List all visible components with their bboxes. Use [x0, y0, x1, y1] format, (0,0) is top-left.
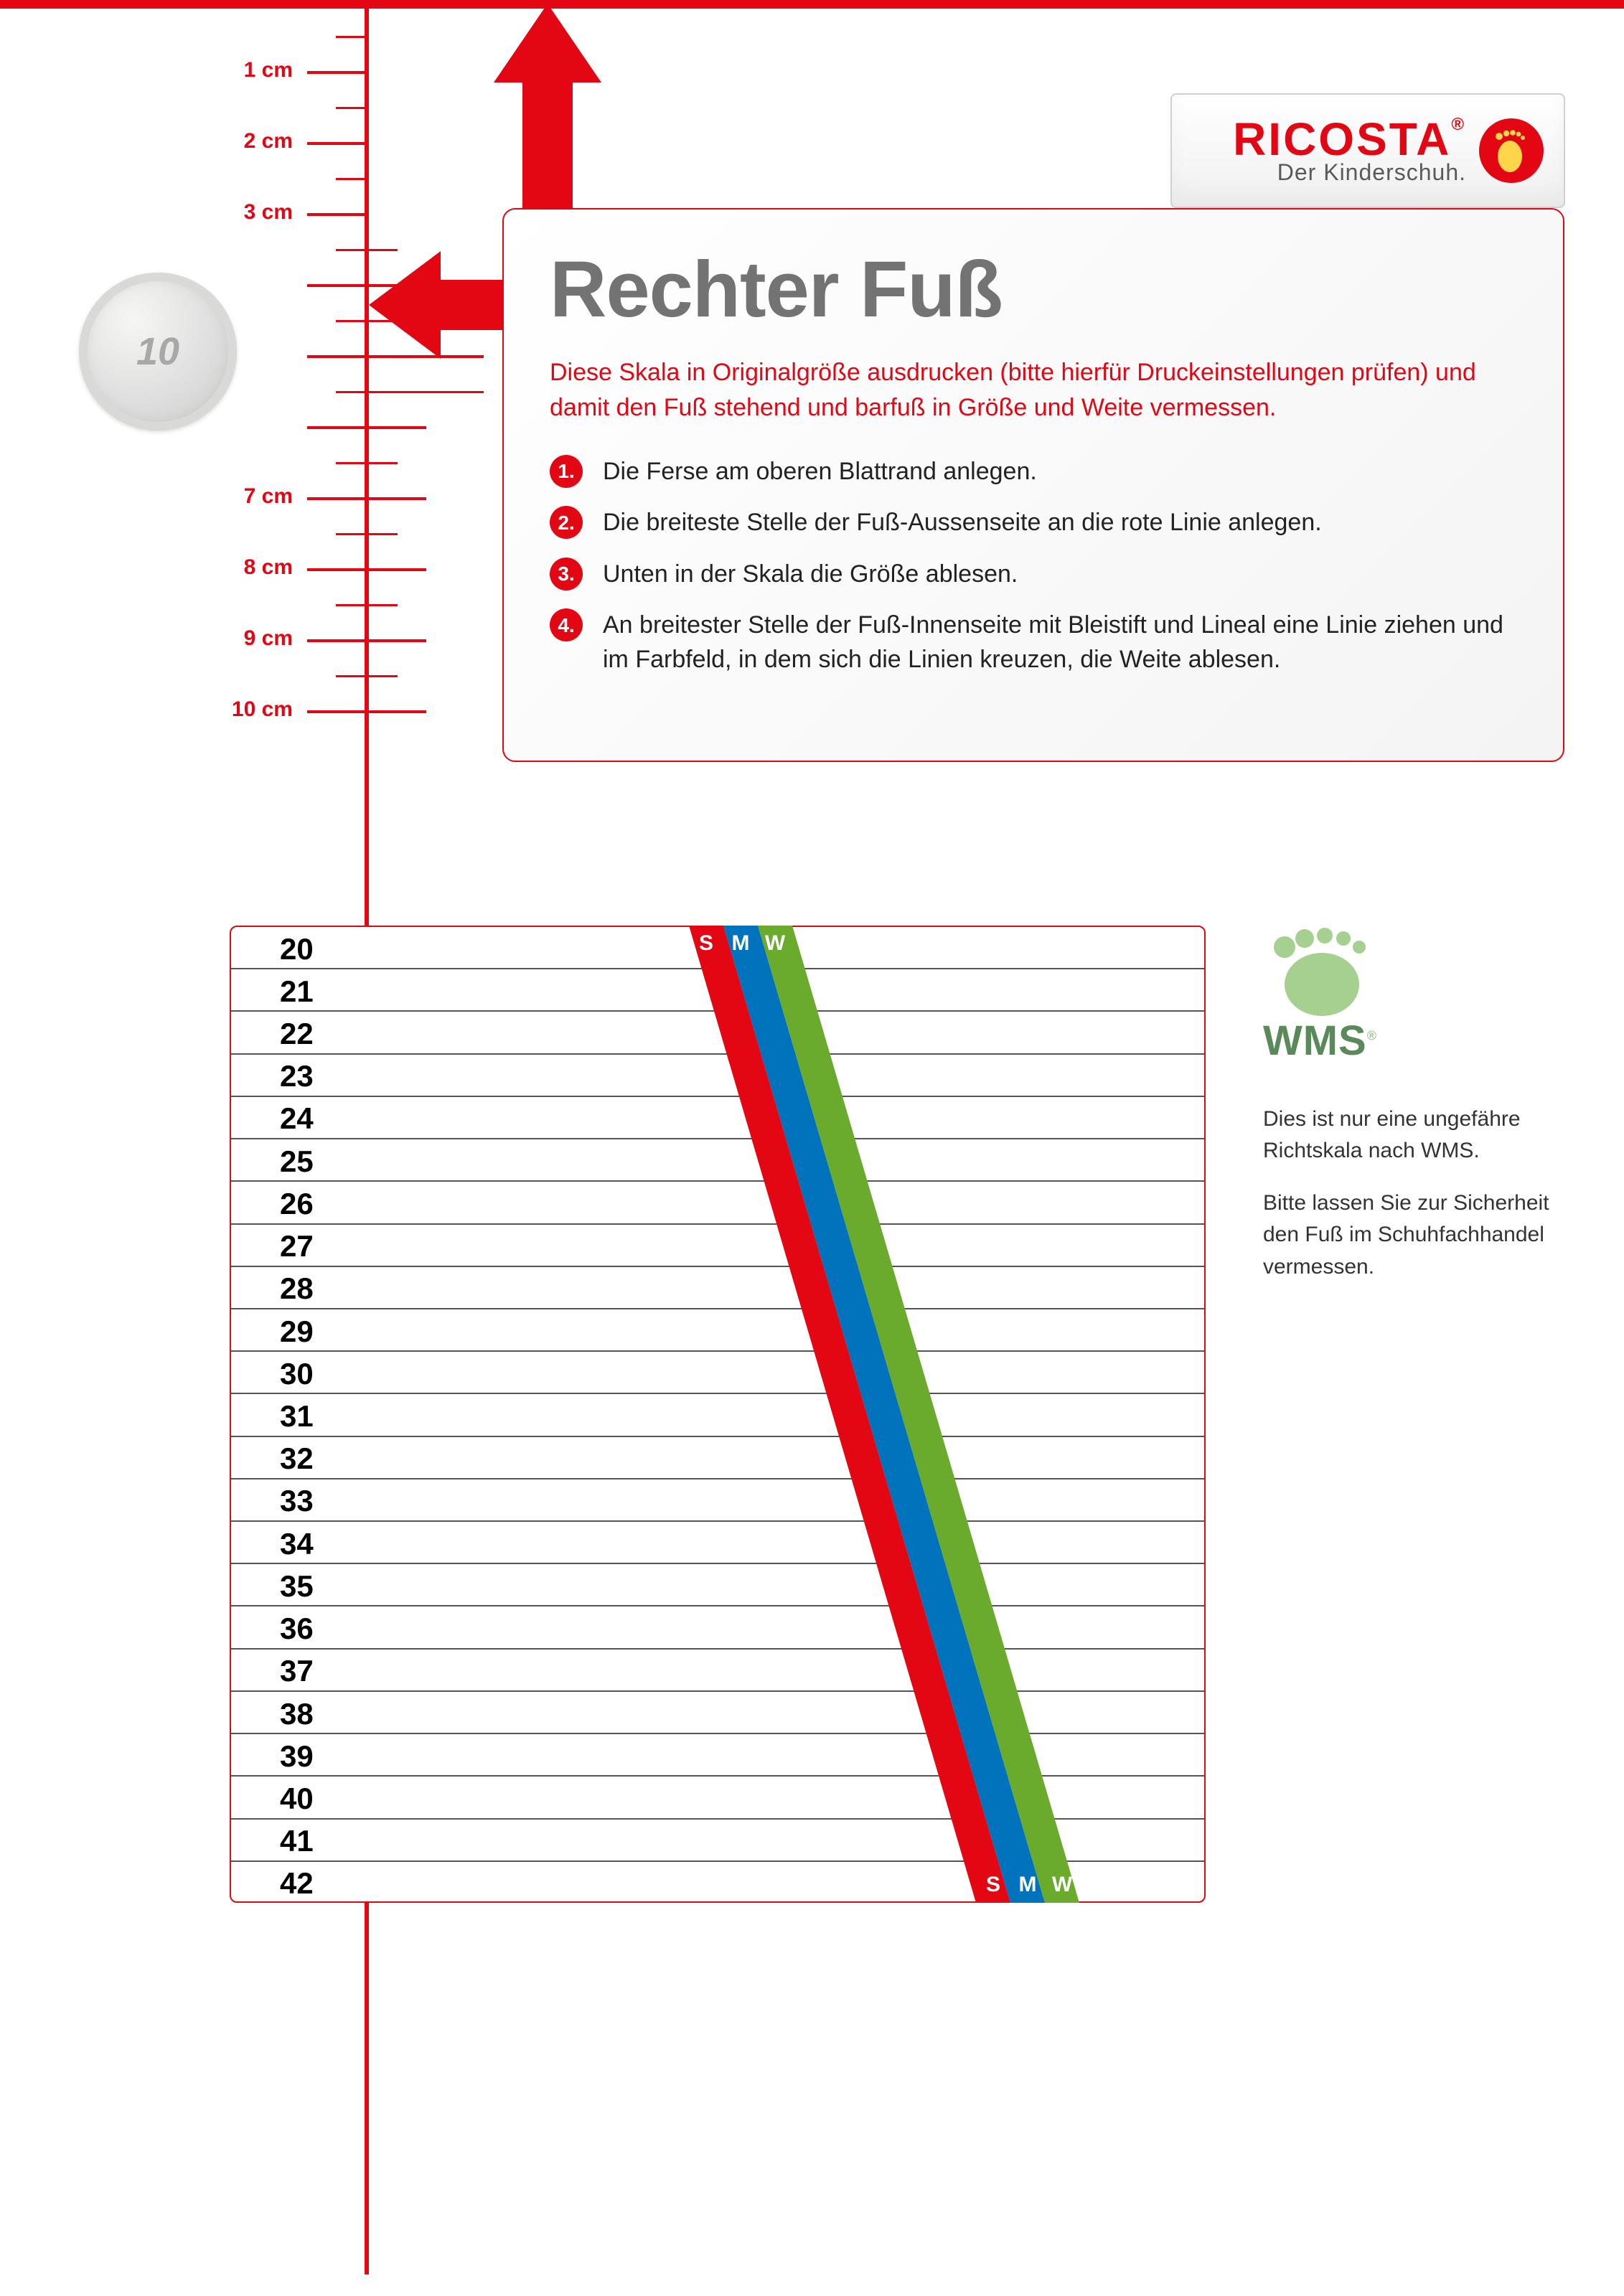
brand-name-text: RICOSTA: [1233, 113, 1451, 165]
instruction-steps: 1. Die Ferse am oberen Blattrand anlegen.…: [550, 455, 1517, 677]
ruler-label: 2 cm: [214, 129, 293, 154]
step-text: Unten in der Skala die Größe ablesen.: [603, 557, 1517, 592]
page-title: Rechter Fuß: [550, 244, 1517, 335]
step-text: Die breiteste Stelle der Fuß-Aussenseite…: [603, 506, 1517, 540]
ruler-tick: [336, 178, 365, 181]
ruler-tick: [307, 497, 365, 500]
ruler-tick: [369, 284, 426, 287]
instruction-card: Rechter Fuß Diese Skala in Originalgröße…: [502, 208, 1564, 762]
ruler-label: 3 cm: [214, 200, 293, 225]
ruler-tick: [336, 249, 365, 252]
ruler-tick: [307, 426, 365, 429]
step-number-badge: 3.: [550, 557, 583, 591]
ruler-label: 10 cm: [214, 697, 293, 722]
ruler-label: 9 cm: [214, 626, 293, 651]
instruction-step: 1. Die Ferse am oberen Blattrand anlegen.: [550, 455, 1517, 489]
ruler-tick: [336, 391, 365, 394]
ruler-tick: [307, 213, 365, 216]
ruler-label: 8 cm: [214, 555, 293, 580]
instruction-step: 4. An breitester Stelle der Fuß-Innenseit…: [550, 608, 1517, 677]
ruler-tick: [336, 675, 365, 678]
wms-label: WMS®: [1263, 1017, 1564, 1065]
top-red-bar: [0, 0, 1624, 9]
step-number-badge: 1.: [550, 455, 583, 488]
ruler-tick: [307, 71, 365, 74]
brand-box: RICOSTA® Der Kinderschuh.: [1170, 93, 1565, 208]
ruler-tick: [336, 604, 365, 607]
ruler-tick: [369, 355, 484, 358]
ruler-tick: [369, 462, 398, 465]
step-number-badge: 2.: [550, 506, 583, 539]
band-label-top: M: [723, 931, 758, 956]
band-label-top: S: [689, 931, 723, 956]
step-number-badge: 4.: [550, 608, 583, 641]
step-text: Die Ferse am oberen Blattrand anlegen.: [603, 455, 1517, 489]
ruler-tick: [369, 426, 426, 429]
intro-text: Diese Skala in Originalgröße ausdrucken …: [550, 355, 1517, 426]
wms-disclaimer-1: Dies ist nur eine ungefähre Richtskala n…: [1263, 1104, 1564, 1167]
arrow-left-icon: [369, 251, 520, 359]
width-bands: [230, 926, 1206, 1903]
ruler-tick: [336, 107, 365, 110]
size-chart: 2021222324252627282930313233343536373839…: [230, 926, 1206, 1903]
ruler-tick: [369, 320, 484, 323]
ruler-tick: [336, 462, 365, 465]
instruction-step: 3. Unten in der Skala die Größe ablesen.: [550, 557, 1517, 592]
band-label-bottom: W: [1045, 1873, 1079, 1897]
ruler-label: 1 cm: [214, 58, 293, 83]
coin-scale-reference: 10: [79, 273, 237, 430]
ruler-tick: [307, 639, 365, 642]
ruler-tick: [369, 710, 426, 713]
arrow-up-icon: [494, 4, 601, 226]
ruler-tick: [369, 249, 398, 252]
ruler-tick: [307, 284, 365, 287]
ruler-tick: [336, 533, 365, 536]
brand-registered: ®: [1451, 115, 1466, 134]
brand-name: RICOSTA®: [1192, 116, 1466, 162]
wms-sidebar: WMS® Dies ist nur eine ungefähre Richtsk…: [1263, 926, 1564, 1283]
band-label-bottom: M: [1010, 1873, 1045, 1897]
wms-disclaimer-2: Bitte lassen Sie zur Sicherheit den Fuß …: [1263, 1187, 1564, 1283]
ruler-tick: [336, 36, 365, 39]
ruler-tick: [369, 533, 398, 536]
ruler-tick: [369, 604, 398, 607]
ruler-tick: [369, 497, 426, 500]
band-label-bottom: S: [976, 1873, 1010, 1897]
ruler-tick: [369, 639, 426, 642]
band-label-top: W: [758, 931, 792, 956]
ruler-tick: [369, 391, 484, 394]
ruler-tick: [336, 320, 365, 323]
step-text: An breitester Stelle der Fuß-Innenseite …: [603, 608, 1517, 677]
ruler-tick: [307, 142, 365, 145]
ruler-label: 7 cm: [214, 484, 293, 509]
ruler-tick: [369, 675, 398, 678]
wms-name: WMS: [1263, 1017, 1367, 1064]
instruction-step: 2. Die breiteste Stelle der Fuß-Aussensei…: [550, 506, 1517, 540]
ruler-tick: [307, 355, 365, 358]
foot-icon: [1479, 118, 1544, 183]
ruler-tick: [307, 568, 365, 571]
ruler-tick: [369, 568, 426, 571]
brand-text: RICOSTA® Der Kinderschuh.: [1192, 116, 1479, 186]
ruler-tick: [307, 710, 365, 713]
wms-foot-icon: [1263, 926, 1385, 1019]
